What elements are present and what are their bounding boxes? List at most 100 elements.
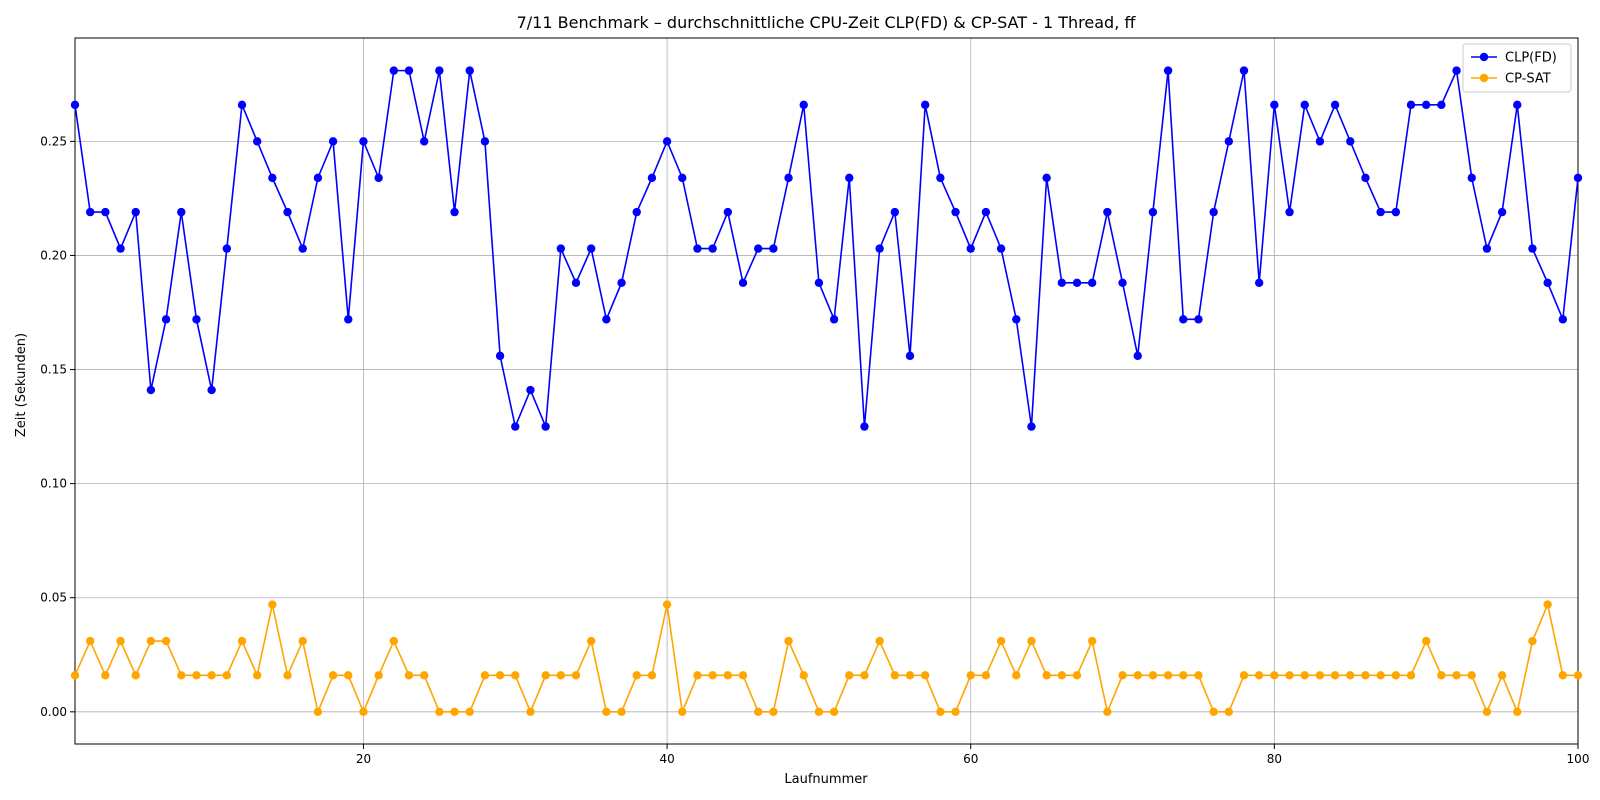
data-point <box>1452 66 1461 75</box>
data-point <box>1346 137 1355 146</box>
legend-item: CP-SAT <box>1471 72 1551 87</box>
data-point <box>981 207 991 217</box>
y-tick-label: 0.20 <box>40 248 67 262</box>
data-point <box>237 636 247 646</box>
data-point <box>283 671 292 680</box>
data-point <box>1573 671 1583 680</box>
plot-frame <box>74 37 1579 745</box>
data-point <box>1194 315 1203 324</box>
x-axis-label: Laufnummer <box>784 772 868 787</box>
data-point <box>1148 671 1158 680</box>
data-point <box>799 671 808 680</box>
data-point <box>662 137 672 146</box>
data-point <box>1437 671 1446 680</box>
data-point <box>1573 173 1583 183</box>
data-point <box>85 636 95 646</box>
data-point <box>207 671 216 680</box>
data-point <box>678 173 687 183</box>
y-tick-label: 0.10 <box>40 477 67 491</box>
data-point <box>936 707 945 717</box>
data-point <box>222 671 232 680</box>
data-point <box>344 671 353 680</box>
data-point <box>101 671 110 680</box>
data-point <box>177 671 186 680</box>
data-point <box>586 244 596 253</box>
data-point <box>1087 636 1097 646</box>
data-point <box>313 707 323 717</box>
data-point <box>1042 671 1051 680</box>
data-point <box>951 707 960 717</box>
data-point <box>70 671 80 680</box>
x-tick-label: 40 <box>659 752 674 766</box>
data-point <box>1254 671 1264 680</box>
data-point <box>693 244 702 253</box>
data-point <box>1452 671 1461 680</box>
data-point <box>1103 207 1112 217</box>
data-point <box>708 671 717 680</box>
data-point <box>769 707 778 717</box>
data-point <box>905 351 915 361</box>
x-tick-label: 80 <box>1267 752 1282 766</box>
data-point <box>526 707 535 717</box>
data-point <box>131 207 140 217</box>
data-point <box>435 66 444 75</box>
y-tick-label: 0.00 <box>40 705 67 719</box>
data-point <box>1421 636 1431 646</box>
data-point <box>495 671 505 680</box>
data-point <box>1391 207 1401 217</box>
data-point <box>1482 707 1492 717</box>
data-point <box>465 707 474 717</box>
data-point <box>1330 100 1340 110</box>
data-point <box>1406 671 1416 680</box>
data-point <box>480 137 490 146</box>
data-point <box>359 137 368 146</box>
data-point <box>101 207 110 217</box>
data-point <box>404 671 414 680</box>
data-point <box>374 671 383 680</box>
data-point <box>1330 671 1340 680</box>
legend-marker <box>1479 73 1489 83</box>
data-point <box>905 671 915 680</box>
data-point <box>1376 671 1385 680</box>
data-point <box>693 671 702 680</box>
data-point <box>252 671 262 680</box>
data-point <box>1406 100 1416 110</box>
data-point <box>936 173 945 183</box>
data-point <box>966 671 975 680</box>
data-point <box>511 422 520 431</box>
data-point <box>845 671 854 680</box>
data-point <box>1376 207 1385 217</box>
legend-box <box>1462 43 1572 93</box>
data-point <box>1133 351 1142 361</box>
data-point <box>769 244 778 253</box>
data-point <box>1528 244 1537 253</box>
data-point <box>1087 278 1097 288</box>
data-point <box>1558 671 1568 680</box>
data-point <box>996 636 1006 646</box>
data-point <box>662 600 672 609</box>
data-point <box>1133 671 1142 680</box>
series-layer <box>70 66 1583 717</box>
data-point <box>237 100 247 110</box>
data-point <box>799 100 808 110</box>
data-point <box>192 671 201 680</box>
legend-label: CP-SAT <box>1505 72 1551 87</box>
data-point <box>1209 207 1218 217</box>
data-point <box>1421 100 1431 110</box>
data-point <box>890 671 900 680</box>
data-point <box>890 207 900 217</box>
data-point <box>1194 671 1203 680</box>
chart-title: 7/11 Benchmark – durchschnittliche CPU-Z… <box>517 13 1137 32</box>
data-point <box>920 671 930 680</box>
data-point <box>951 207 960 217</box>
data-point <box>1467 671 1476 680</box>
data-point <box>678 707 687 717</box>
data-point <box>146 385 156 395</box>
data-point <box>723 207 733 217</box>
data-point <box>571 671 581 680</box>
data-point <box>252 137 262 146</box>
data-point <box>617 707 626 717</box>
data-point <box>146 636 156 646</box>
data-point <box>708 244 717 253</box>
data-point <box>1179 671 1188 680</box>
